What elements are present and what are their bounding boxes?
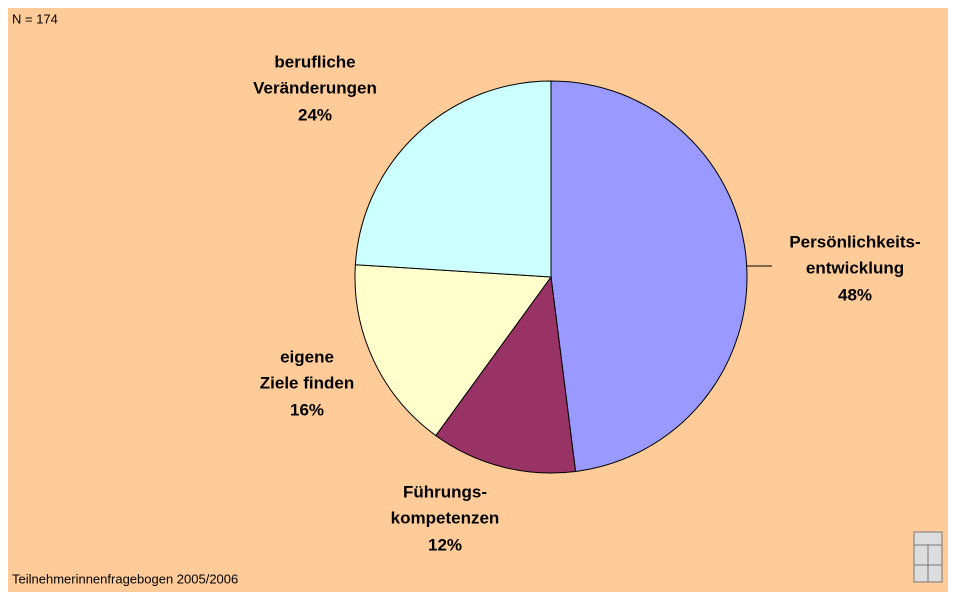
value-label: 16% [290, 400, 324, 419]
slice-label: entwicklung [806, 258, 904, 277]
slice-label: Ziele finden [260, 373, 354, 392]
sample-size: N = 174 [12, 11, 58, 26]
slice-label: Persönlichkeits- [789, 232, 920, 251]
slice-label: berufliche [274, 52, 355, 71]
pie-slice [354, 264, 552, 437]
pie-slice [550, 80, 748, 473]
pie-slice [354, 80, 552, 278]
value-label: 48% [838, 285, 872, 304]
footer: Teilnehmerinnenfragebogen 2005/2006 [12, 571, 238, 586]
pie-slice [435, 275, 577, 474]
value-label: 24% [298, 105, 332, 124]
logo [913, 531, 943, 583]
slice-label: Veränderungen [253, 78, 377, 97]
slice-label: Führungs- [403, 482, 487, 501]
slice-label: kompetenzen [391, 508, 500, 527]
value-label: 12% [428, 535, 462, 554]
slice-label: eigene [280, 347, 334, 366]
